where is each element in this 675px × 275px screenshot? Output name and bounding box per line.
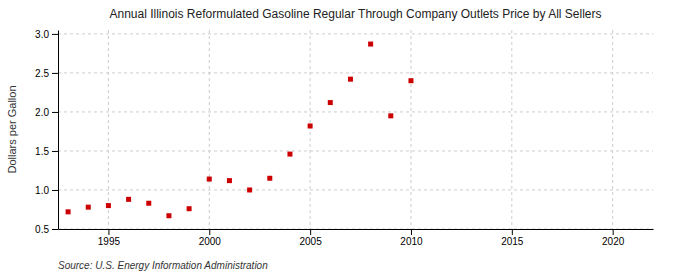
y-grid-line bbox=[58, 189, 653, 190]
y-tick-mark bbox=[52, 112, 58, 113]
y-tick-label: 1.5 bbox=[35, 146, 49, 157]
x-grid-line bbox=[108, 30, 109, 229]
x-tick-mark bbox=[310, 229, 311, 235]
x-axis: 1995 2000 2005 2010 2015 2020 bbox=[59, 229, 654, 247]
x-tick-label: 2005 bbox=[299, 236, 322, 247]
y-grid-line bbox=[58, 150, 653, 151]
point bbox=[106, 203, 111, 208]
y-tick: 3.0 bbox=[35, 29, 58, 40]
point bbox=[328, 100, 333, 105]
y-axis: 0.5 1.0 1.5 2.0 2.5 3.0 bbox=[35, 29, 58, 235]
point bbox=[368, 42, 373, 47]
y-tick-label: 3.0 bbox=[35, 29, 49, 40]
point bbox=[166, 213, 171, 218]
chart: 1995 2000 2005 2010 2015 2020 0.5 1.0 1.5 2.0 2.5 3… bbox=[0, 0, 675, 275]
y-tick: 2.0 bbox=[35, 107, 58, 118]
x-tick-mark bbox=[209, 229, 210, 235]
point bbox=[126, 197, 131, 202]
x-grid-line bbox=[511, 30, 512, 229]
x-tick-label: 1995 bbox=[98, 236, 121, 247]
x-axis-line bbox=[59, 229, 654, 230]
y-axis-title: Dollars per Gallon bbox=[6, 85, 18, 173]
x-tick-mark bbox=[411, 229, 412, 235]
point bbox=[187, 206, 192, 211]
x-tick-mark bbox=[613, 229, 614, 235]
grid bbox=[58, 30, 653, 229]
x-tick: 2000 bbox=[199, 229, 222, 247]
y-tick-label: 1.0 bbox=[35, 185, 49, 196]
y-tick-mark bbox=[52, 229, 58, 230]
y-tick: 0.5 bbox=[35, 224, 58, 235]
y-tick: 1.5 bbox=[35, 146, 58, 157]
point bbox=[308, 123, 313, 128]
x-tick-mark bbox=[108, 229, 109, 235]
point bbox=[348, 77, 353, 82]
x-tick-label: 2010 bbox=[400, 236, 423, 247]
points bbox=[66, 42, 414, 219]
y-tick-mark bbox=[52, 151, 58, 152]
y-axis-line bbox=[58, 31, 59, 230]
y-grid-line bbox=[58, 229, 653, 230]
x-grid-line bbox=[310, 30, 311, 229]
x-tick: 2015 bbox=[501, 229, 524, 247]
title: Annual Illinois Reformulated Gasoline Re… bbox=[109, 7, 601, 21]
y-tick-mark bbox=[52, 34, 58, 35]
point bbox=[267, 176, 272, 181]
point bbox=[247, 187, 252, 192]
y-tick-label: 2.0 bbox=[35, 107, 49, 118]
x-tick-mark bbox=[512, 229, 513, 235]
y-tick-mark bbox=[52, 73, 58, 74]
y-grid-line bbox=[58, 33, 653, 34]
point bbox=[287, 152, 292, 157]
x-grid-line bbox=[209, 30, 210, 229]
x-tick-label: 2015 bbox=[501, 236, 524, 247]
y-tick: 2.5 bbox=[35, 68, 58, 79]
plot-area: 1995 2000 2005 2010 2015 2020 0.5 1.0 1.5 2.0 2.5 3… bbox=[35, 29, 653, 247]
x-tick: 2010 bbox=[400, 229, 423, 247]
x-tick: 2020 bbox=[602, 229, 625, 247]
x-tick: 2005 bbox=[299, 229, 322, 247]
point bbox=[66, 209, 71, 214]
x-tick-label: 2000 bbox=[199, 236, 222, 247]
point bbox=[227, 178, 232, 183]
x-tick: 1995 bbox=[98, 229, 121, 247]
y-grid-line bbox=[58, 72, 653, 73]
point bbox=[86, 205, 91, 210]
point bbox=[146, 201, 151, 206]
x-grid-line bbox=[410, 30, 411, 229]
point bbox=[388, 113, 393, 118]
y-tick-mark bbox=[52, 190, 58, 191]
x-tick-label: 2020 bbox=[602, 236, 625, 247]
point bbox=[207, 177, 212, 182]
source-note: Source: U.S. Energy Information Administ… bbox=[58, 260, 268, 271]
y-tick-label: 0.5 bbox=[35, 224, 49, 235]
point bbox=[408, 78, 413, 83]
y-tick-label: 2.5 bbox=[35, 68, 49, 79]
y-grid-line bbox=[58, 111, 653, 112]
x-grid-line bbox=[612, 30, 613, 229]
y-tick: 1.0 bbox=[35, 185, 58, 196]
